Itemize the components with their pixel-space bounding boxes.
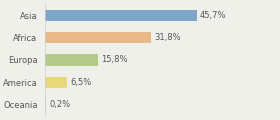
Text: 0,2%: 0,2% <box>49 100 70 109</box>
Text: 6,5%: 6,5% <box>70 78 91 87</box>
Text: 15,8%: 15,8% <box>101 55 127 64</box>
Bar <box>45 32 151 43</box>
Bar <box>45 77 67 88</box>
Bar <box>45 54 97 66</box>
Bar <box>45 99 46 111</box>
Text: 45,7%: 45,7% <box>200 11 227 20</box>
Text: 31,8%: 31,8% <box>154 33 181 42</box>
Bar <box>45 9 197 21</box>
